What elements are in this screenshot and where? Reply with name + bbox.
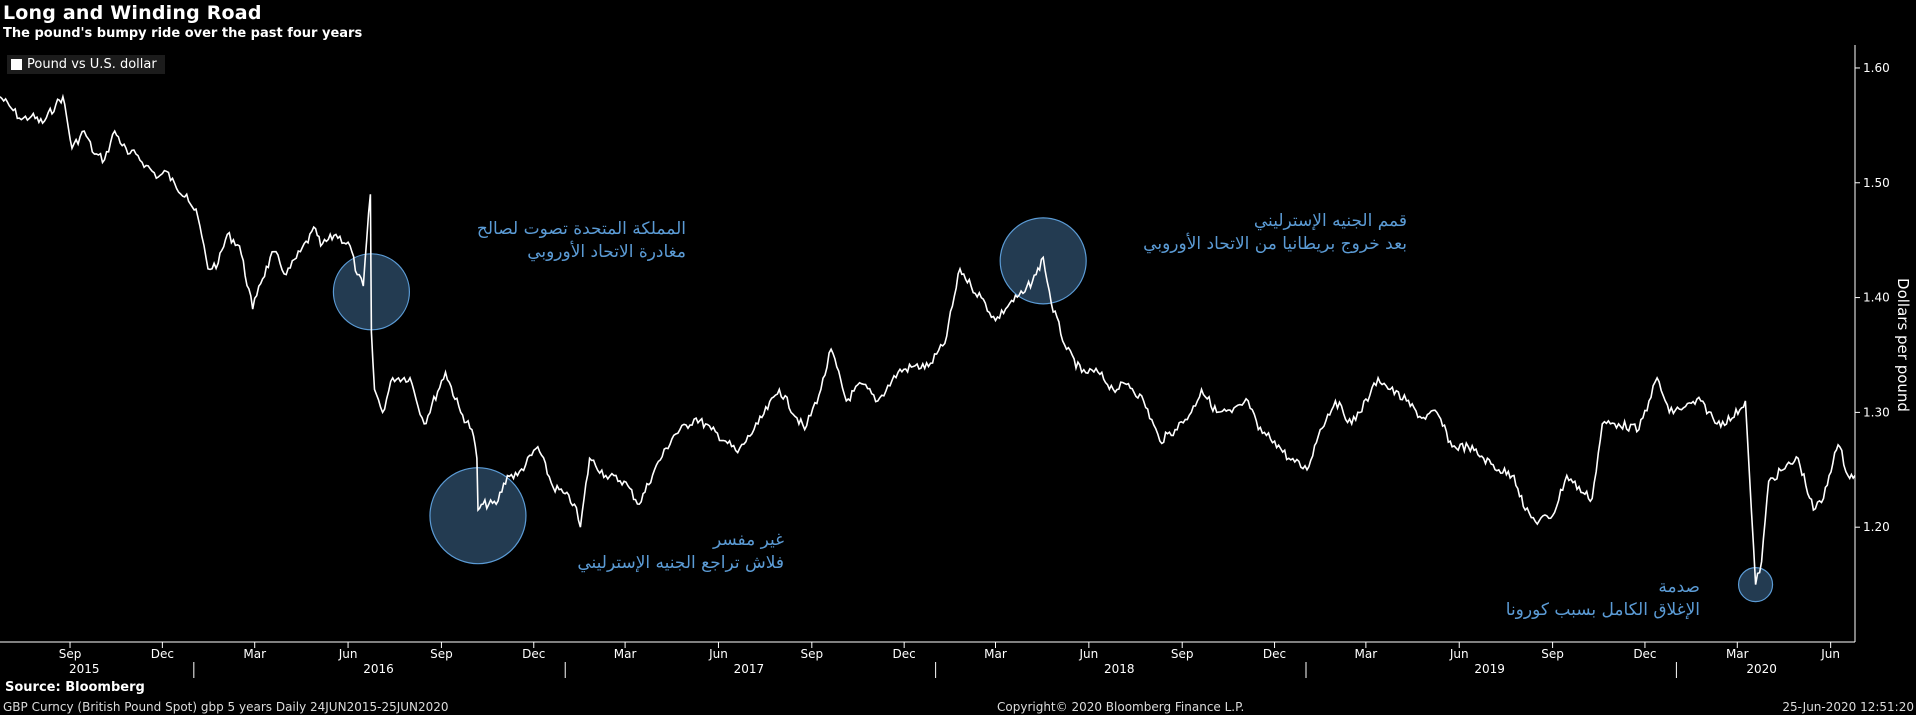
x-year-label: 2019 bbox=[1474, 662, 1505, 676]
x-tick-label: Jun bbox=[1078, 647, 1098, 661]
chart-title: Long and Winding Road bbox=[3, 2, 262, 24]
highlight-circles bbox=[332, 217, 1774, 603]
legend-swatch bbox=[11, 59, 22, 70]
y-tick-label: 1.20 bbox=[1863, 520, 1890, 534]
x-tick-label: Dec bbox=[1633, 647, 1656, 661]
annotation-covid-shock: صدمة الإغلاق الكامل بسبب كورونا bbox=[1506, 576, 1700, 622]
annotation-pound-peak: قمم الجنيه الإسترليني بعد خروج بريطانيا … bbox=[1143, 210, 1407, 256]
x-tick-label: Sep bbox=[430, 647, 453, 661]
x-tick-label: Dec bbox=[151, 647, 174, 661]
annotation-line: صدمة bbox=[1658, 577, 1700, 597]
x-tick-label: Mar bbox=[1726, 647, 1749, 661]
annotation-line: بعد خروج بريطانيا من الاتحاد الأوروبي bbox=[1143, 234, 1407, 254]
x-year-label: 2020 bbox=[1746, 662, 1777, 676]
x-tick-label: Dec bbox=[1263, 647, 1286, 661]
y-tick-label: 1.50 bbox=[1863, 176, 1890, 190]
y-tick-label: 1.40 bbox=[1863, 291, 1890, 305]
annotation-line: المملكة المتحدة تصوت لصالح bbox=[476, 219, 686, 239]
legend-label: Pound vs U.S. dollar bbox=[27, 57, 157, 72]
x-tick-label: Sep bbox=[1171, 647, 1194, 661]
annotation-line: الإغلاق الكامل بسبب كورونا bbox=[1505, 600, 1700, 620]
ticker-info: GBP Curncy (British Pound Spot) gbp 5 ye… bbox=[3, 700, 449, 714]
copyright: Copyright© 2020 Bloomberg Finance L.P. bbox=[997, 700, 1245, 714]
annotation-line: مغادرة الاتحاد الأوروبي bbox=[527, 242, 686, 262]
x-tick-label: Sep bbox=[59, 647, 82, 661]
x-tick-label: Dec bbox=[522, 647, 545, 661]
x-axis: Sep Dec Mar Jun Sep Dec Mar Jun Sep Dec Mar Jun Sep D… bbox=[0, 641, 1855, 678]
annotation-flash-crash: غير مفسر فلاش تراجع الجنيه الإسترليني bbox=[577, 529, 784, 575]
annotation-line: قمم الجنيه الإسترليني bbox=[1253, 211, 1407, 231]
x-tick-label: Dec bbox=[893, 647, 916, 661]
series-line-pound-vs-dollar bbox=[0, 93, 1856, 585]
x-year-label: 2017 bbox=[734, 662, 765, 676]
x-tick-label: Jun bbox=[1820, 647, 1840, 661]
x-tick-label: Mar bbox=[984, 647, 1007, 661]
source-note: Source: Bloomberg bbox=[5, 680, 145, 695]
annotation-line: غير مفسر bbox=[712, 530, 784, 550]
annotation-brexit-vote: المملكة المتحدة تصوت لصالح مغادرة الاتحا… bbox=[477, 218, 686, 264]
timestamp: 25-Jun-2020 12:51:20 bbox=[1782, 700, 1914, 714]
chart-subtitle: The pound's bumpy ride over the past fou… bbox=[3, 26, 363, 41]
x-tick-label: Sep bbox=[1541, 647, 1564, 661]
x-year-label: 2018 bbox=[1104, 662, 1135, 676]
legend: Pound vs U.S. dollar bbox=[7, 55, 165, 74]
annotation-line: فلاش تراجع الجنيه الإسترليني bbox=[577, 553, 784, 573]
x-tick-label: Jun bbox=[338, 647, 358, 661]
x-tick-label: Jun bbox=[1449, 647, 1469, 661]
x-tick-label: Jun bbox=[708, 647, 728, 661]
x-tick-label: Mar bbox=[1355, 647, 1378, 661]
y-axis-label: Dollars per pound bbox=[1894, 278, 1912, 412]
x-year-label: 2016 bbox=[363, 662, 394, 676]
x-year-label: 2015 bbox=[69, 662, 100, 676]
x-tick-label: Mar bbox=[243, 647, 266, 661]
x-tick-label: Mar bbox=[614, 647, 637, 661]
y-tick-label: 1.30 bbox=[1863, 405, 1890, 419]
y-axis: 1.60 1.50 1.40 1.30 1.20 bbox=[1854, 45, 1890, 642]
y-tick-label: 1.60 bbox=[1863, 61, 1890, 75]
x-tick-label: Sep bbox=[801, 647, 824, 661]
